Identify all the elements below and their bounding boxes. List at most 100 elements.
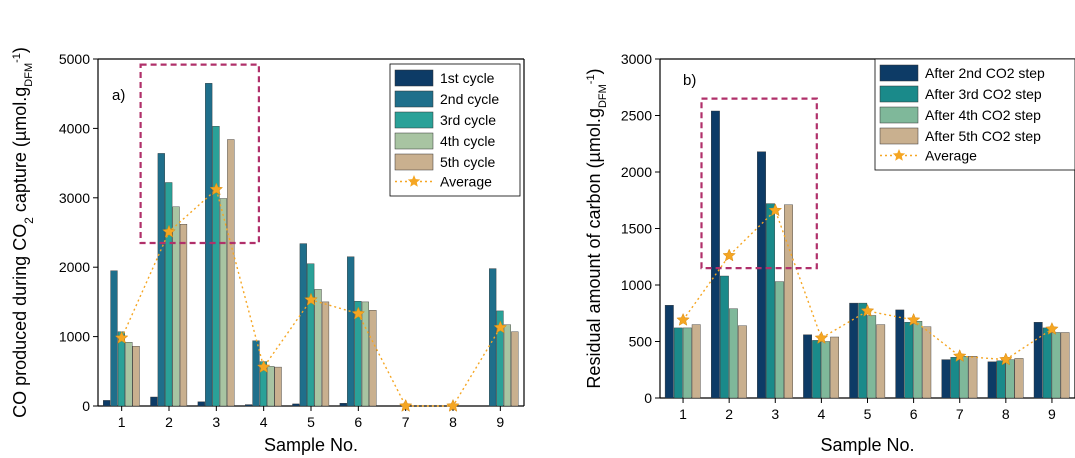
bar (132, 346, 140, 407)
x-axis-label: Sample No. (264, 435, 358, 455)
x-tick-label: 9 (1048, 406, 1056, 422)
average-point (446, 398, 460, 412)
legend-swatch (879, 64, 919, 82)
average-point (722, 248, 736, 262)
bar (347, 256, 355, 407)
y-axis-label-part: capture (µmol.g (10, 87, 30, 217)
average-point (398, 398, 413, 412)
x-tick-label: 8 (449, 414, 457, 430)
average-point (256, 359, 271, 373)
bar (292, 403, 300, 407)
y-axis-label-part: Residual amount of carbon (µmol.g (584, 108, 604, 389)
y-tick-label: 500 (629, 334, 653, 350)
bar (1060, 332, 1070, 399)
highlight-box (139, 63, 261, 245)
bar (691, 324, 701, 399)
y-tick-label: 1000 (621, 277, 652, 293)
bar (369, 310, 377, 407)
bar (150, 396, 158, 407)
bar (821, 341, 831, 399)
y-tick-label: 5000 (59, 51, 90, 67)
y-tick-label: 1500 (621, 221, 652, 237)
x-tick-label: 5 (864, 406, 872, 422)
bar (729, 308, 738, 399)
bar (299, 243, 307, 407)
y-axis-label-part: DFM (23, 63, 35, 87)
bar (867, 315, 877, 399)
bar (682, 327, 692, 399)
average-point (114, 330, 129, 344)
y-tick-label: 1000 (59, 329, 90, 345)
bar (830, 336, 840, 399)
legend-label: 5th cycle (440, 154, 495, 170)
bar (165, 182, 173, 407)
y-axis-label-part: -1 (11, 53, 23, 63)
panel-label: a) (112, 87, 125, 104)
bar (244, 404, 253, 407)
y-tick-label: 4000 (59, 120, 90, 136)
bar (766, 203, 775, 399)
bar (212, 126, 220, 407)
y-axis-label-part: DFM (597, 84, 609, 108)
bar (125, 342, 133, 407)
legend-label: Average (925, 148, 977, 164)
y-tick-label: 2000 (621, 164, 652, 180)
bar (110, 270, 118, 407)
bar (904, 322, 914, 399)
x-tick-label: 4 (817, 406, 825, 422)
bar (172, 206, 180, 407)
x-tick-label: 6 (910, 406, 918, 422)
average-point (162, 224, 176, 238)
bar (1051, 332, 1061, 399)
bar (664, 305, 674, 399)
legend-average-star (407, 175, 421, 187)
y-axis-label: CO produced during CO2 capture (µmol.gDF… (10, 47, 36, 418)
bar (941, 359, 951, 399)
y-axis-label-part: -1 (585, 74, 597, 84)
legend-label: After 4th CO2 step (925, 107, 1041, 123)
x-tick-label: 2 (165, 414, 173, 430)
y-tick-label: 2500 (621, 108, 652, 124)
average-line (682, 209, 1053, 361)
x-tick-label: 1 (118, 414, 126, 430)
y-axis-label-part: 2 (22, 217, 36, 224)
chart-panel-2: 0 500 1000 1500 2000 2500 3000 1 2 3 4 5 6 7 8 9 b) After… (584, 51, 1075, 455)
y-axis-label-part: ) (10, 47, 30, 53)
bar (307, 263, 315, 407)
bar (959, 356, 969, 399)
legend-label: After 5th CO2 step (925, 128, 1041, 144)
bar (720, 275, 729, 399)
bar (996, 360, 1006, 399)
average-point (1045, 321, 1059, 335)
legend-swatch (394, 132, 434, 150)
highlight-box (700, 97, 818, 270)
bar (503, 324, 512, 407)
bar (950, 357, 960, 399)
legend-swatch (394, 90, 434, 108)
bar (361, 301, 370, 407)
y-tick-label: 3000 (59, 190, 90, 206)
bar (252, 340, 260, 407)
bar (987, 361, 997, 399)
x-tick-label: 1 (679, 406, 687, 422)
average-point (814, 330, 829, 344)
bar (757, 151, 766, 399)
bar (197, 401, 205, 407)
legend-average-star (892, 149, 906, 161)
legend-label: 3rd cycle (440, 112, 496, 128)
bar (968, 356, 978, 399)
y-tick-label: 0 (82, 398, 90, 414)
bar (102, 400, 111, 407)
bar (321, 301, 330, 407)
x-axis-label: Sample No. (820, 435, 914, 455)
bar (1014, 358, 1024, 399)
bar (157, 153, 165, 407)
y-tick-label: 2000 (59, 259, 90, 275)
y-axis-label-part: CO produced during CO (10, 224, 30, 418)
legend-label: 4th cycle (440, 133, 495, 149)
legend-label: After 2nd CO2 step (925, 65, 1045, 81)
legend-swatch (394, 69, 434, 87)
bar (274, 366, 282, 407)
bar (117, 331, 126, 407)
